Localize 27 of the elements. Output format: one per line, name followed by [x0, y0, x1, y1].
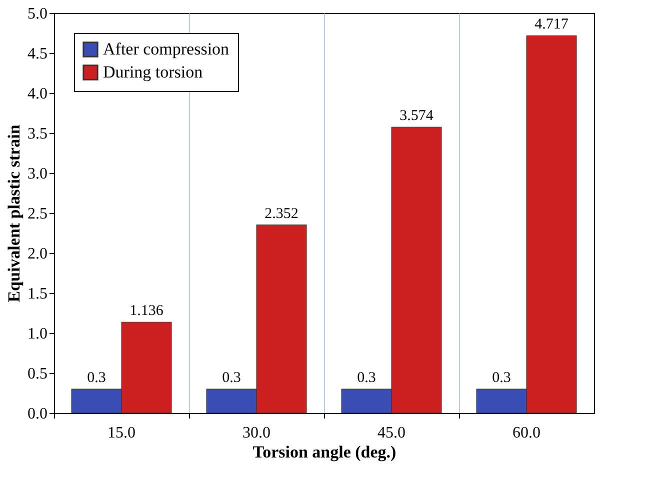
- x-tick-label: 45.0: [378, 424, 406, 442]
- x-tick-label: 30.0: [242, 424, 270, 442]
- data-label: 0.3: [222, 370, 241, 386]
- y-tick-label: 3.0: [28, 166, 48, 182]
- data-label: 0.3: [87, 370, 106, 386]
- y-tick-label: 2.5: [28, 206, 48, 222]
- legend-label: After compression: [103, 40, 230, 58]
- y-tick-label: 1.0: [28, 326, 48, 342]
- data-label: 1.136: [130, 303, 164, 320]
- y-tick-label: 0.0: [28, 406, 48, 422]
- y-tick-label: 1.5: [28, 286, 48, 302]
- x-tick-label: 60.0: [512, 424, 540, 442]
- data-label: 3.574: [400, 108, 434, 124]
- x-axis-title: Torsion angle (deg.): [252, 442, 396, 462]
- y-tick-label: 4.5: [28, 46, 48, 62]
- x-tick-label: 15.0: [108, 424, 136, 442]
- data-label: 0.3: [357, 370, 376, 386]
- data-label: 4.717: [534, 16, 569, 33]
- y-tick-label: 3.5: [28, 126, 48, 142]
- data-label: 2.352: [264, 206, 298, 222]
- y-axis-title: Equivalent plastic strain: [4, 124, 24, 302]
- y-tick-label: 0.5: [28, 366, 48, 382]
- data-label: 0.3: [492, 370, 511, 386]
- legend-label: During torsion: [103, 62, 204, 82]
- y-tick-label: 2.0: [28, 246, 48, 262]
- y-tick-label: 4.0: [28, 86, 48, 102]
- y-tick-label: 5.0: [28, 6, 48, 22]
